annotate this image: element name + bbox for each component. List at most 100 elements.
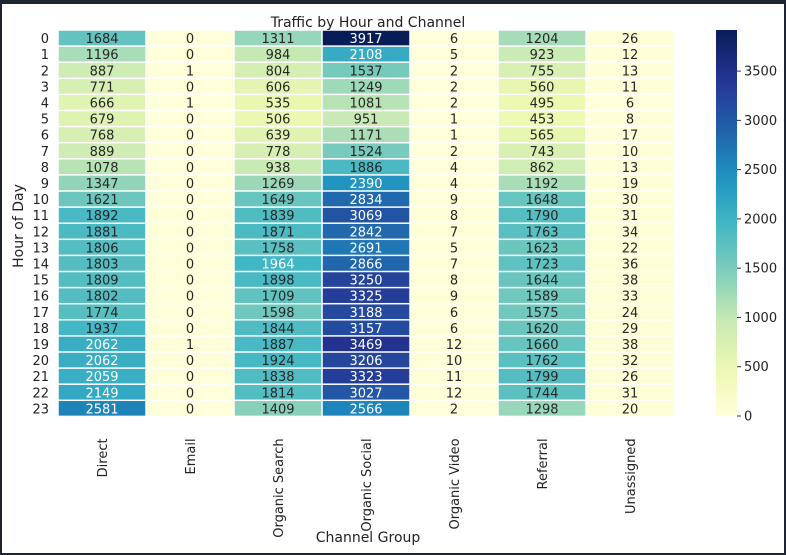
cell-value-label: 0 xyxy=(186,80,194,95)
cell-value-label: 1621 xyxy=(85,193,118,208)
cell-value-label: 2691 xyxy=(349,241,382,256)
cell-value-label: 3469 xyxy=(349,338,382,353)
heatmap-cell xyxy=(410,95,498,110)
cell-value-label: 0 xyxy=(186,48,194,63)
cell-value-label: 2390 xyxy=(349,177,382,192)
cell-value-label: 6 xyxy=(626,96,634,111)
cell-value-label: 1660 xyxy=(525,338,558,353)
heatmap-cell xyxy=(146,95,234,110)
heatmap-cell xyxy=(586,336,674,352)
cell-value-label: 12 xyxy=(622,48,639,63)
cell-value-label: 1589 xyxy=(525,290,558,305)
cell-value-label: 639 xyxy=(266,129,291,144)
cell-value-label: 666 xyxy=(90,96,115,111)
heatmap-cell xyxy=(234,111,322,126)
heatmap-cell xyxy=(410,368,498,384)
heatmap-cell xyxy=(234,384,322,400)
cell-value-label: 1763 xyxy=(525,225,558,240)
colorbar-ticks: 0 500 1000 1500 2000 2500 3000 3500 xyxy=(737,65,777,425)
cell-value-label: 6 xyxy=(450,306,458,321)
heatmap-cell xyxy=(322,352,410,368)
cell-value-label: 0 xyxy=(186,370,194,385)
y-tick-label: 0 xyxy=(41,32,49,47)
heatmap-cell xyxy=(498,127,586,142)
cell-value-label: 0 xyxy=(186,354,194,369)
cell-value-label: 1298 xyxy=(525,402,558,417)
heatmap-cell xyxy=(146,111,234,126)
heatmap-cell xyxy=(498,272,586,287)
heatmap-cell xyxy=(234,352,322,368)
heatmap-cell xyxy=(498,30,586,46)
cell-value-label: 0 xyxy=(186,274,194,289)
cell-value-label: 453 xyxy=(530,113,555,128)
heatmap-cell xyxy=(498,223,586,239)
heatmap-cell xyxy=(322,111,410,126)
heatmap-cell xyxy=(410,272,498,287)
heatmap-cell xyxy=(498,384,586,400)
colorbar-tick-label: 3000 xyxy=(744,114,777,129)
heatmap-cell xyxy=(410,320,498,336)
heatmap-cell xyxy=(322,223,410,239)
heatmap-cell xyxy=(586,384,674,400)
heatmap-cell xyxy=(234,127,322,142)
heatmap-cell xyxy=(58,304,146,320)
cell-value-label: 889 xyxy=(90,145,115,160)
heatmap-cell xyxy=(586,46,674,62)
cell-value-label: 0 xyxy=(186,161,194,176)
heatmap-cell xyxy=(234,79,322,94)
cell-value-label: 1886 xyxy=(349,161,382,176)
y-tick-label: 13 xyxy=(32,241,49,256)
cell-value-label: 19 xyxy=(622,177,639,192)
cell-value-label: 1964 xyxy=(261,257,294,272)
heatmap-cell xyxy=(234,46,322,62)
y-tick-label: 18 xyxy=(32,322,49,337)
heatmap-cell xyxy=(58,191,146,207)
cell-value-label: 3206 xyxy=(349,354,382,369)
cell-value-label: 535 xyxy=(266,96,291,111)
heatmap-cell xyxy=(146,336,234,352)
cell-value-label: 11 xyxy=(446,370,463,385)
heatmap-cell xyxy=(322,207,410,223)
heatmap-cell xyxy=(586,223,674,239)
x-tick-label: Direct xyxy=(96,438,111,477)
cell-value-label: 8 xyxy=(450,274,458,289)
cell-value-label: 29 xyxy=(622,322,639,337)
cell-value-label: 778 xyxy=(266,145,291,160)
colorbar-tick-label: 1000 xyxy=(744,311,777,326)
heatmap-cell xyxy=(586,401,674,416)
heatmap-cell xyxy=(58,127,146,142)
colorbar-tick-label: 2000 xyxy=(744,212,777,227)
cell-value-label: 1575 xyxy=(525,306,558,321)
heatmap-cell xyxy=(498,401,586,416)
heatmap-cell xyxy=(58,384,146,400)
heatmap-cell xyxy=(234,191,322,207)
colorbar-tick-label: 1500 xyxy=(744,262,777,277)
cell-value-label: 2842 xyxy=(349,225,382,240)
heatmap-cell xyxy=(58,207,146,223)
cell-value-label: 506 xyxy=(266,113,291,128)
cell-value-label: 0 xyxy=(186,193,194,208)
heatmap-cell xyxy=(410,30,498,46)
cell-value-label: 1 xyxy=(186,96,194,111)
cell-value-label: 2566 xyxy=(349,402,382,417)
cell-value-label: 3157 xyxy=(349,322,382,337)
y-tick-label: 4 xyxy=(41,96,49,111)
y-tick-label: 12 xyxy=(32,225,49,240)
heatmap-cell xyxy=(498,320,586,336)
heatmap-cell xyxy=(410,401,498,416)
y-tick-label: 1 xyxy=(41,48,49,63)
cell-value-label: 984 xyxy=(266,48,291,63)
cell-value-label: 1774 xyxy=(85,306,118,321)
cell-value-label: 1 xyxy=(186,64,194,79)
heatmap-cell xyxy=(498,159,586,175)
cell-value-label: 1684 xyxy=(85,32,118,47)
heatmap-cell xyxy=(410,288,498,303)
cell-value-label: 768 xyxy=(90,129,115,144)
heatmap-cell xyxy=(322,320,410,336)
cell-value-label: 1204 xyxy=(525,32,558,47)
heatmap-cell xyxy=(58,111,146,126)
heatmap-cell xyxy=(410,352,498,368)
cell-value-label: 2 xyxy=(450,402,458,417)
heatmap-cell xyxy=(410,62,498,78)
